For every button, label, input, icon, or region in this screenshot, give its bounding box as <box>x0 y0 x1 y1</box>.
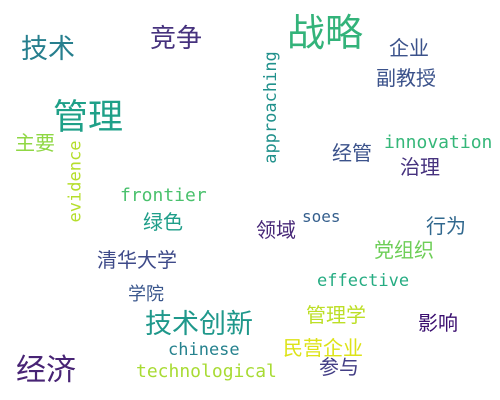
cloud-word: 清华大学 <box>97 248 177 272</box>
cloud-word: 主要 <box>15 131 55 155</box>
cloud-word: 管理学 <box>306 303 366 327</box>
cloud-word: 战略 <box>287 11 364 55</box>
cloud-word: technological <box>136 361 277 382</box>
cloud-word: approaching <box>260 51 281 164</box>
cloud-word: 经济 <box>16 353 76 388</box>
cloud-word: 技术创新 <box>145 309 253 340</box>
cloud-word: 学院 <box>128 284 164 305</box>
cloud-word: 影响 <box>418 311 458 335</box>
cloud-word: 参与 <box>319 355 359 379</box>
cloud-word: 治理 <box>400 155 440 179</box>
cloud-word: 经管 <box>332 141 372 165</box>
cloud-word: 技术 <box>21 34 75 65</box>
cloud-word: chinese <box>168 340 240 360</box>
cloud-word: 副教授 <box>376 66 436 90</box>
cloud-word: innovation <box>384 132 493 153</box>
cloud-word: 企业 <box>389 36 429 60</box>
cloud-word: 党组织 <box>374 238 434 262</box>
cloud-word: 绿色 <box>143 210 183 234</box>
cloud-word: 民营企业 <box>283 336 363 360</box>
cloud-word: 管理 <box>53 98 124 138</box>
cloud-word: 领域 <box>256 218 296 242</box>
cloud-word: soes <box>302 207 341 226</box>
cloud-word: 竞争 <box>150 24 203 54</box>
cloud-word: effective <box>317 271 410 291</box>
cloud-word: frontier <box>120 185 207 206</box>
cloud-word: 行为 <box>426 214 466 238</box>
cloud-word: evidence <box>65 140 86 223</box>
